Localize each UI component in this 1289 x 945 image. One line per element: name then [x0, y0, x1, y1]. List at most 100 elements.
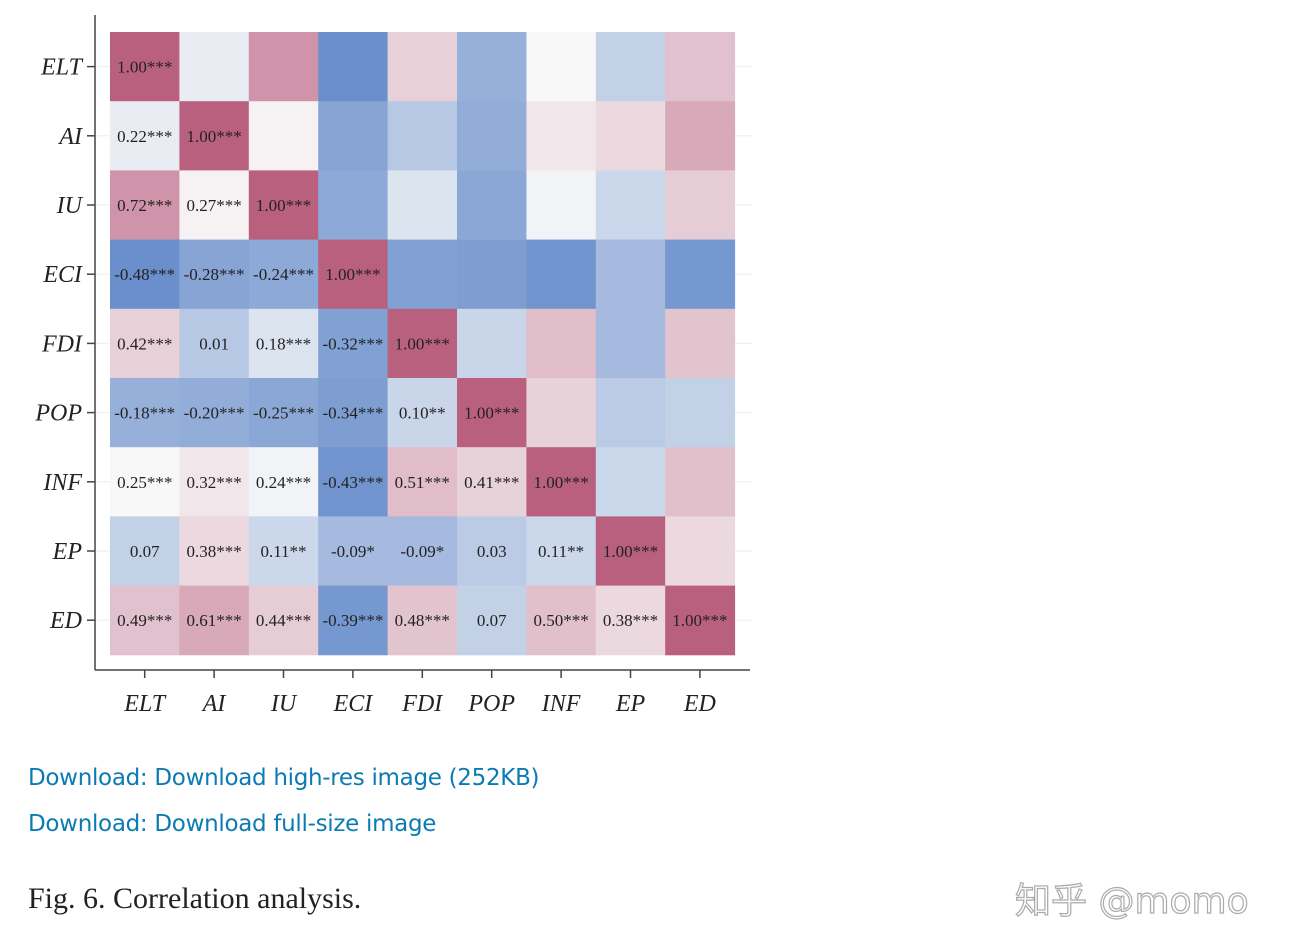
heatmap-cell — [457, 101, 527, 171]
x-tick-label: POP — [467, 691, 515, 717]
heatmap-cell — [387, 170, 458, 241]
heatmap-cell — [457, 308, 527, 379]
heatmap-cell — [318, 585, 389, 656]
cell-label: 0.18*** — [256, 334, 311, 353]
heatmap-cell — [318, 101, 389, 171]
cell-label: 1.00*** — [464, 404, 519, 423]
heatmap-cell — [387, 516, 458, 587]
cell-label: 0.24*** — [256, 473, 311, 492]
heatmap-cell — [179, 378, 250, 448]
x-tick-label: FDI — [401, 691, 443, 717]
cell-label: 1.00*** — [117, 58, 172, 77]
heatmap-cell — [387, 447, 458, 517]
x-tick-label: EP — [615, 691, 646, 717]
heatmap-cell — [248, 516, 319, 587]
heatmap-cell — [665, 239, 736, 310]
heatmap-cell — [318, 447, 389, 517]
heatmap-cell — [457, 170, 527, 241]
heatmap-cell — [318, 32, 389, 102]
heatmap-cell — [110, 32, 180, 102]
heatmap-cell — [665, 308, 736, 379]
cell-label: -0.09* — [400, 542, 444, 561]
heatmap-cell — [457, 516, 527, 587]
heatmap-cell — [179, 170, 250, 241]
heatmap-cell — [526, 308, 597, 379]
heatmap-cell — [248, 170, 319, 241]
heatmap-cell — [110, 378, 180, 448]
heatmap-cell — [595, 516, 666, 587]
watermark: 知乎 @momo — [1014, 880, 1249, 922]
heatmap-cell — [526, 585, 597, 656]
heatmap-cell — [387, 378, 458, 448]
heatmap-cell — [595, 378, 666, 448]
y-tick-label: ECI — [42, 262, 83, 288]
download-full-size-link[interactable]: Download: Download full-size image — [28, 811, 437, 837]
heatmap-cell — [179, 308, 250, 379]
cell-label: 0.03 — [477, 542, 507, 561]
cell-label: 0.44*** — [256, 611, 311, 630]
heatmap-cell — [110, 308, 180, 379]
cell-label: 0.41*** — [464, 473, 519, 492]
heatmap-cell — [318, 308, 389, 379]
cell-label: 0.25*** — [117, 473, 172, 492]
cell-label: -0.48*** — [114, 265, 175, 284]
cell-label: 0.11** — [538, 542, 584, 561]
heatmap-cell — [457, 32, 527, 102]
y-tick-label: POP — [34, 401, 82, 427]
heatmap-cell — [179, 585, 250, 656]
cell-label: 0.22*** — [117, 127, 172, 146]
heatmap-cell — [457, 239, 527, 310]
cell-label: 0.48*** — [395, 611, 450, 630]
cell-label: -0.34*** — [322, 404, 383, 423]
heatmap-cell — [665, 447, 736, 517]
download-high-res-link[interactable]: Download: Download high-res image (252KB… — [28, 765, 540, 791]
heatmap-cell — [457, 378, 527, 448]
x-tick-label: ELT — [123, 691, 167, 717]
x-tick-label: AI — [201, 691, 227, 717]
heatmap-cell — [318, 239, 389, 310]
cell-label: 1.00*** — [533, 473, 588, 492]
heatmap-cell — [526, 378, 597, 448]
y-tick-label: ED — [49, 608, 82, 634]
heatmap-cell — [665, 32, 736, 102]
y-tick-label: INF — [42, 470, 82, 496]
heatmap-cell — [248, 447, 319, 517]
x-tick-label: ECI — [333, 691, 374, 717]
cell-label: 0.72*** — [117, 196, 172, 215]
heatmap-cell — [665, 516, 736, 587]
heatmap-cell — [526, 101, 597, 171]
cell-label: -0.43*** — [322, 473, 383, 492]
cell-label: -0.25*** — [253, 404, 314, 423]
heatmap-cell — [387, 32, 458, 102]
cell-label: 0.61*** — [186, 611, 241, 630]
heatmap-cell — [248, 239, 319, 310]
cell-label: 0.07 — [477, 611, 507, 630]
y-tick-label: IU — [56, 193, 84, 219]
cell-label: 1.00*** — [186, 127, 241, 146]
cell-label: -0.32*** — [322, 334, 383, 353]
x-tick-label: IU — [270, 691, 298, 717]
cell-label: -0.24*** — [253, 265, 314, 284]
heatmap-cell — [248, 308, 319, 379]
heatmap-cell — [248, 378, 319, 448]
heatmap-cell — [595, 585, 666, 656]
heatmap-cell — [387, 239, 458, 310]
heatmap-cell — [248, 585, 319, 656]
heatmap-cell — [595, 447, 666, 517]
x-tick-label: ED — [683, 691, 716, 717]
heatmap-cell — [526, 516, 597, 587]
cell-label: 0.51*** — [395, 473, 450, 492]
correlation-heatmap: 1.00*** 0.22*** 1.00*** 0.72*** 0.27*** 1.00*… — [34, 15, 752, 717]
heatmap-cell — [248, 32, 319, 102]
heatmap-cell — [110, 447, 180, 517]
heatmap-cell — [595, 308, 666, 379]
heatmap-cell — [110, 101, 180, 171]
x-tick-label: INF — [541, 691, 581, 717]
heatmap-cell — [387, 585, 458, 656]
heatmap-cell — [526, 239, 597, 310]
heatmap-cell — [110, 170, 180, 241]
heatmap-cell — [595, 239, 666, 310]
cell-label: 1.00*** — [603, 542, 658, 561]
heatmap-cell — [665, 101, 736, 171]
cell-label: 0.27*** — [186, 196, 241, 215]
